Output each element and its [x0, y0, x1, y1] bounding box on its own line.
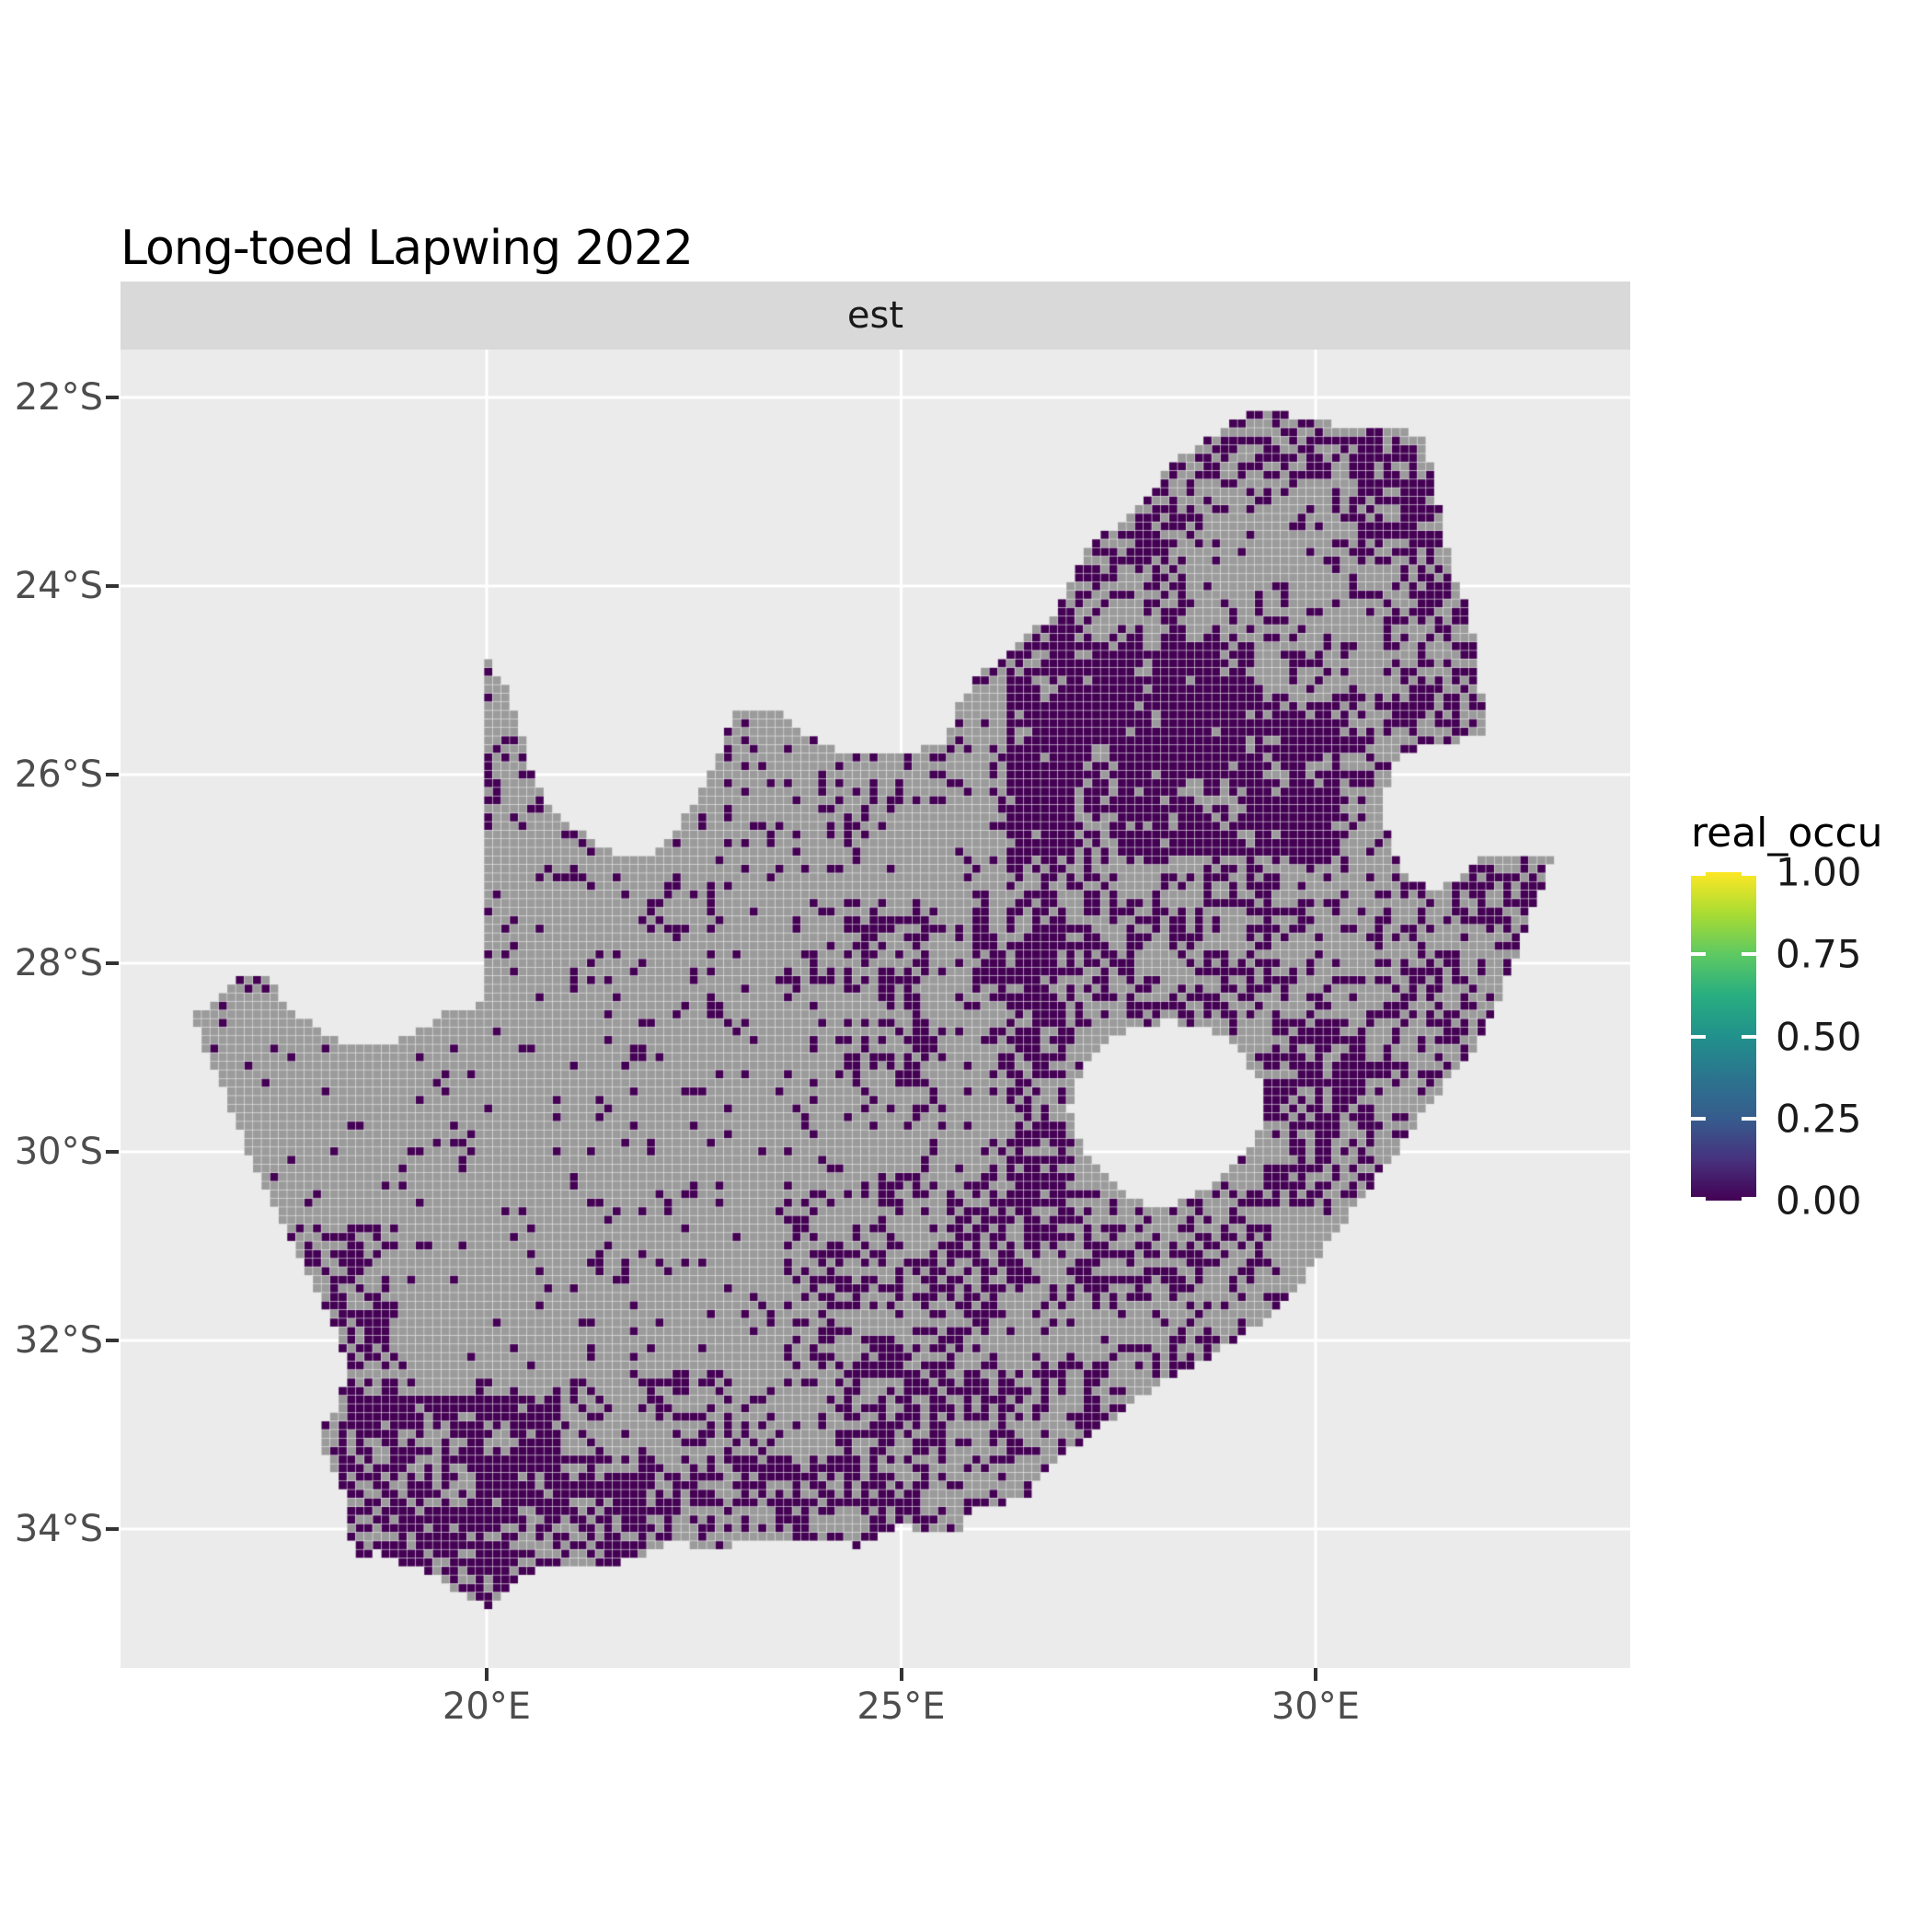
legend-tick-mark [1691, 1116, 1706, 1121]
legend-tick-label: 0.75 [1776, 931, 1862, 977]
legend-tick-mark [1691, 1034, 1706, 1039]
y-tick-label: 24°S [14, 565, 103, 607]
y-tick-label: 32°S [14, 1319, 103, 1362]
x-tick-mark [485, 1668, 489, 1681]
plot-title: Long-toed Lapwing 2022 [121, 221, 694, 276]
legend-tick-label: 1.00 [1776, 849, 1862, 895]
map-canvas [121, 350, 1630, 1668]
legend-tick-mark [1742, 1034, 1756, 1039]
x-tick-label: 20°E [442, 1685, 532, 1728]
y-tick-mark [106, 396, 119, 399]
x-tick-label: 30°E [1271, 1685, 1361, 1728]
legend-tick-mark [1742, 1197, 1756, 1201]
legend-tick-label: 0.25 [1776, 1096, 1862, 1142]
x-tick-mark [899, 1668, 903, 1681]
legend-tick-mark [1691, 952, 1706, 957]
x-tick-label: 25°E [857, 1685, 946, 1728]
legend-tick-label: 0.50 [1776, 1014, 1862, 1059]
y-tick-label: 30°S [14, 1131, 103, 1173]
y-tick-label: 22°S [14, 376, 103, 419]
x-tick-mark [1314, 1668, 1317, 1681]
legend-tick-mark [1742, 872, 1756, 876]
y-tick-mark [106, 1150, 119, 1154]
facet-strip-label: est [846, 294, 904, 337]
legend-tick-mark [1691, 872, 1706, 876]
legend-tick-label: 0.00 [1776, 1178, 1862, 1224]
y-tick-mark [106, 1527, 119, 1531]
y-tick-label: 26°S [14, 753, 103, 796]
y-tick-label: 34°S [14, 1508, 103, 1550]
y-tick-mark [106, 584, 119, 588]
facet-strip: est [121, 282, 1630, 350]
y-tick-mark [106, 1339, 119, 1342]
legend-tick-mark [1742, 952, 1756, 957]
legend-tick-mark [1742, 1116, 1756, 1121]
legend-title: real_occu [1691, 810, 1883, 857]
legend-tick-mark [1691, 1197, 1706, 1201]
legend: real_occu 1.00 0.75 0.50 0.25 0.00 [1674, 802, 1932, 1244]
y-tick-label: 28°S [14, 942, 103, 984]
y-tick-mark [106, 773, 119, 776]
y-tick-mark [106, 961, 119, 965]
